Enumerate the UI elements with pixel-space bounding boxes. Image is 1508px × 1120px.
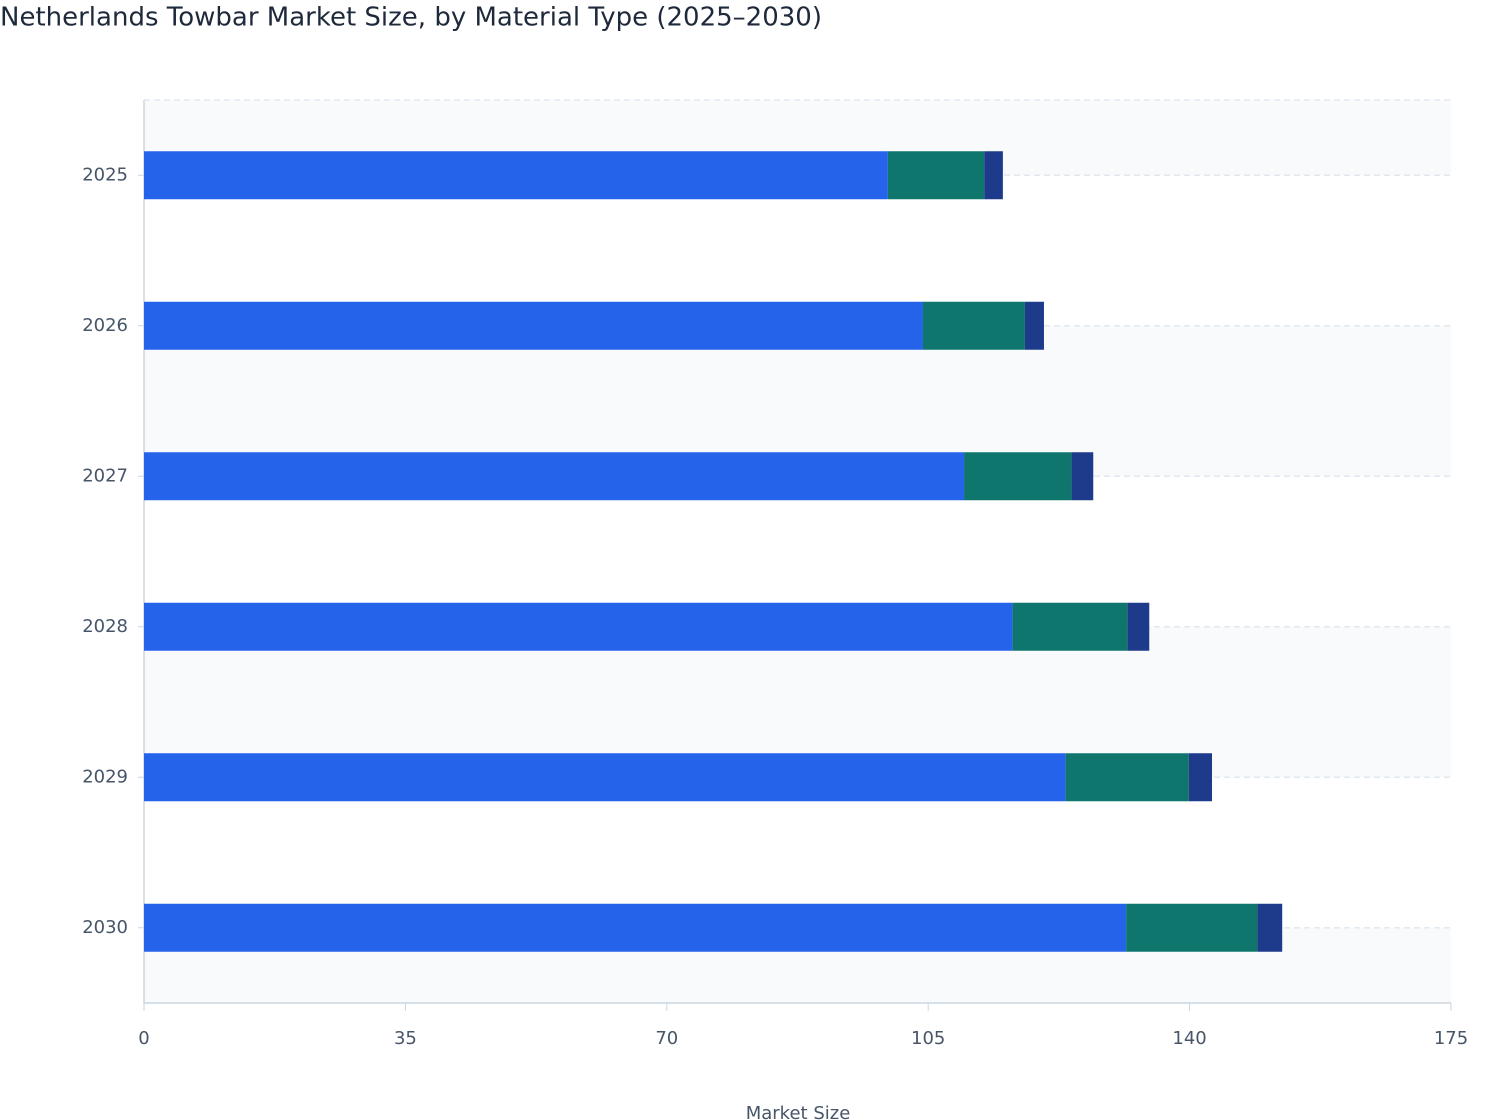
bar-segment	[144, 301, 923, 350]
x-tick-label: 105	[911, 1028, 945, 1049]
x-tick-label: 35	[394, 1028, 417, 1049]
x-tick-label: 0	[138, 1028, 149, 1049]
bar-segment	[1257, 903, 1283, 952]
bar-segment	[1071, 452, 1094, 501]
y-tick-label: 2030	[82, 917, 128, 938]
bar-segment	[1024, 301, 1044, 350]
x-axis-label: Market Size	[746, 1103, 851, 1120]
bar-segment	[984, 151, 1003, 200]
y-tick-label: 2026	[82, 315, 128, 336]
plot-band	[144, 325, 1451, 477]
bar-segment	[144, 903, 1127, 952]
bar-segment	[1127, 602, 1150, 651]
x-tick-label: 175	[1434, 1028, 1468, 1049]
bar-segment	[922, 301, 1025, 350]
y-tick-label: 2025	[82, 164, 128, 185]
y-tick-label: 2028	[82, 616, 128, 637]
plot-band	[144, 626, 1451, 778]
bar-segment	[1126, 903, 1258, 952]
bar-segment	[964, 452, 1072, 501]
bar-segment	[144, 452, 965, 501]
bar-segment	[887, 151, 985, 200]
chart-title: Netherlands Towbar Market Size, by Mater…	[0, 3, 822, 33]
x-tick-label: 140	[1172, 1028, 1206, 1049]
bar-segment	[144, 151, 888, 200]
y-tick-label: 2029	[82, 766, 128, 787]
bar-segment	[144, 602, 1013, 651]
x-tick-label: 70	[655, 1028, 678, 1049]
y-tick-label: 2027	[82, 465, 128, 486]
bar-segment	[1188, 753, 1213, 802]
bar-segment	[144, 753, 1066, 802]
bar-segment	[1012, 602, 1128, 651]
bar-segment	[1065, 753, 1189, 802]
